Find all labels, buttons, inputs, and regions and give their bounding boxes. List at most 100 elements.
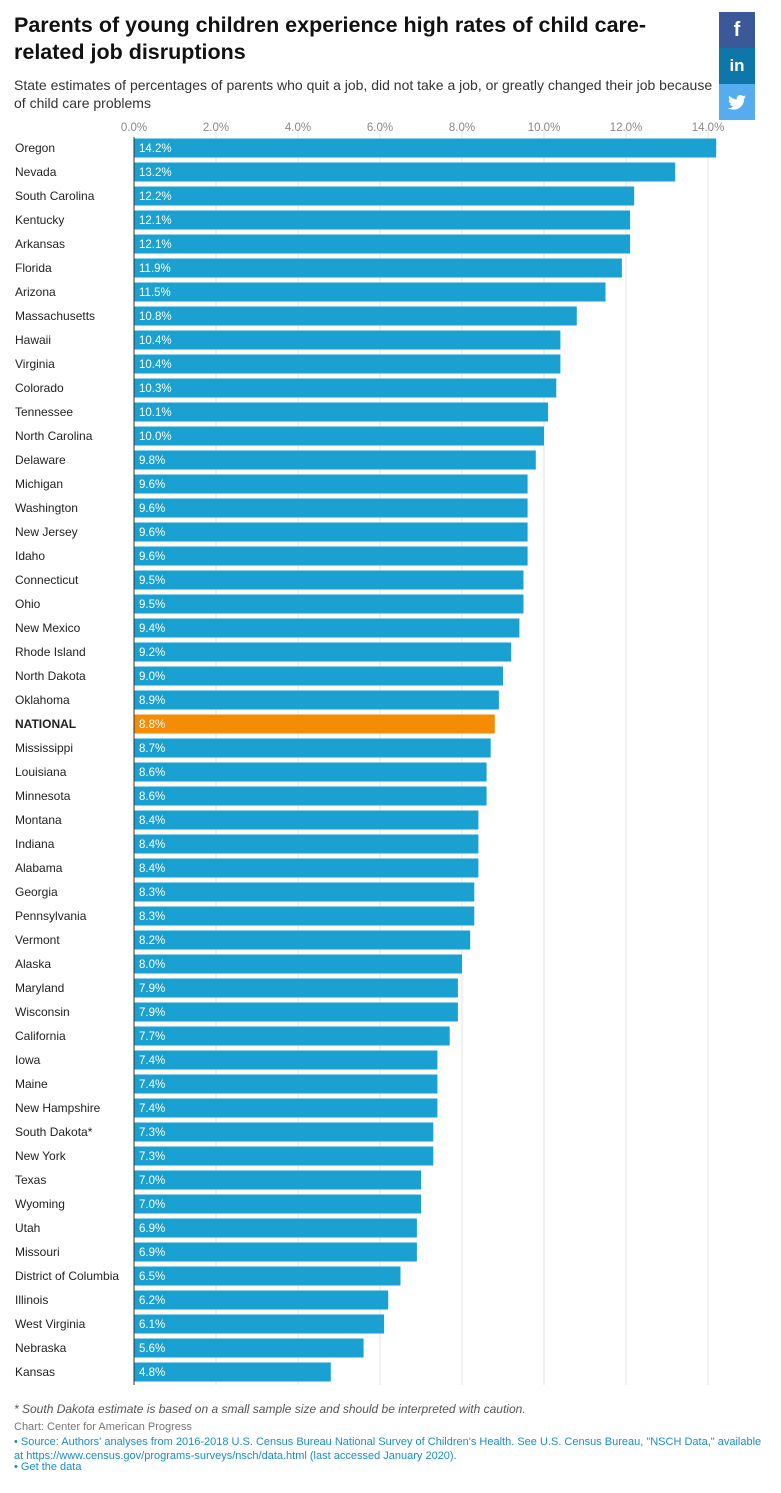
bar[interactable] — [134, 498, 528, 518]
data-label: 12.2% — [139, 191, 172, 203]
bar[interactable] — [134, 330, 561, 350]
bar[interactable] — [134, 306, 577, 326]
category-label: Alaska — [15, 957, 51, 971]
bar[interactable] — [134, 1170, 421, 1190]
linkedin-icon: in — [729, 56, 745, 75]
chart-title: Parents of young children experience hig… — [14, 13, 647, 64]
data-label: 10.4% — [139, 359, 172, 371]
bar[interactable] — [134, 1026, 450, 1046]
category-label: Kentucky — [15, 213, 64, 227]
bar[interactable] — [134, 810, 479, 830]
category-label: Arizona — [15, 285, 56, 299]
bar[interactable] — [134, 738, 491, 758]
bar[interactable] — [134, 426, 544, 446]
category-label: Missouri — [15, 1245, 60, 1259]
bar[interactable] — [134, 690, 499, 710]
bar[interactable] — [134, 1290, 389, 1310]
category-label: Florida — [15, 261, 52, 275]
data-label: 9.5% — [139, 575, 165, 587]
bar[interactable] — [134, 1338, 364, 1358]
category-label: Virginia — [15, 357, 55, 371]
data-label: 9.6% — [139, 503, 165, 515]
bar[interactable] — [134, 1242, 417, 1262]
bar[interactable] — [134, 1314, 385, 1334]
category-label: Georgia — [15, 885, 58, 899]
x-tick-label: 14.0% — [692, 122, 725, 134]
bar[interactable] — [134, 162, 676, 182]
bar[interactable] — [134, 834, 479, 854]
category-label: Massachusetts — [15, 309, 95, 323]
bar[interactable] — [134, 570, 524, 590]
bar[interactable] — [134, 354, 561, 374]
bar[interactable] — [134, 666, 503, 686]
data-label: 9.2% — [139, 647, 165, 659]
category-label: Idaho — [15, 549, 45, 563]
bar[interactable] — [134, 906, 475, 926]
facebook-share-button[interactable]: f — [719, 12, 755, 48]
data-label: 7.9% — [139, 983, 165, 995]
data-label: 12.1% — [139, 215, 172, 227]
bar[interactable] — [134, 1362, 331, 1382]
bar[interactable] — [134, 1098, 438, 1118]
data-label: 8.0% — [139, 959, 165, 971]
bar[interactable] — [134, 978, 458, 998]
data-label: 8.6% — [139, 767, 165, 779]
bar[interactable] — [134, 1146, 434, 1166]
bar[interactable] — [134, 858, 479, 878]
bar[interactable] — [134, 930, 471, 950]
data-label: 9.6% — [139, 551, 165, 563]
bar[interactable] — [134, 1074, 438, 1094]
bar[interactable] — [134, 402, 549, 422]
bar[interactable] — [134, 882, 475, 902]
category-label: Minnesota — [15, 789, 71, 803]
bar[interactable] — [134, 522, 528, 542]
source-note[interactable]: • Source: Authors' analyses from 2016-20… — [14, 1436, 762, 1462]
category-label: Alabama — [15, 861, 63, 875]
x-tick-label: 8.0% — [449, 122, 475, 134]
data-label: 9.0% — [139, 671, 165, 683]
linkedin-share-button[interactable]: in — [719, 48, 755, 84]
data-label: 8.3% — [139, 911, 165, 923]
bar[interactable] — [134, 1218, 417, 1238]
bar[interactable] — [134, 1194, 421, 1214]
category-label: Vermont — [15, 933, 60, 947]
bar[interactable] — [134, 762, 487, 782]
category-label: North Carolina — [15, 429, 93, 443]
data-label: 8.6% — [139, 791, 165, 803]
category-label: North Dakota — [15, 669, 86, 683]
data-label: 9.5% — [139, 599, 165, 611]
bar[interactable] — [134, 786, 487, 806]
category-label: Tennessee — [15, 405, 73, 419]
chart-credit: Chart: Center for American Progress — [14, 1421, 192, 1433]
bar[interactable] — [134, 282, 606, 302]
bar[interactable] — [134, 258, 622, 278]
twitter-share-button[interactable] — [719, 84, 755, 120]
bar[interactable] — [134, 1002, 458, 1022]
data-label: 8.4% — [139, 863, 165, 875]
bar[interactable] — [134, 1122, 434, 1142]
data-label: 10.3% — [139, 383, 172, 395]
category-label: South Carolina — [15, 189, 95, 203]
data-label: 8.9% — [139, 695, 165, 707]
bar[interactable] — [134, 642, 512, 662]
category-label: Oregon — [15, 141, 55, 155]
bar[interactable] — [134, 186, 635, 206]
bar[interactable] — [134, 618, 520, 638]
bar[interactable] — [134, 210, 631, 230]
data-label: 7.7% — [139, 1031, 165, 1043]
bar[interactable] — [134, 450, 536, 470]
bar[interactable] — [134, 594, 524, 614]
category-label: New Jersey — [15, 525, 78, 539]
bar[interactable] — [134, 378, 557, 398]
bar[interactable] — [134, 474, 528, 494]
bar[interactable] — [134, 138, 717, 158]
x-tick-label: 2.0% — [203, 122, 229, 134]
bar[interactable] — [134, 234, 631, 254]
chart-subtitle: State estimates of percentages of parent… — [14, 77, 713, 111]
bar-national[interactable] — [134, 714, 495, 734]
bar[interactable] — [134, 1050, 438, 1070]
bar[interactable] — [134, 1266, 401, 1286]
get-data-link[interactable]: • Get the data — [14, 1461, 82, 1473]
bar[interactable] — [134, 546, 528, 566]
bar[interactable] — [134, 954, 462, 974]
